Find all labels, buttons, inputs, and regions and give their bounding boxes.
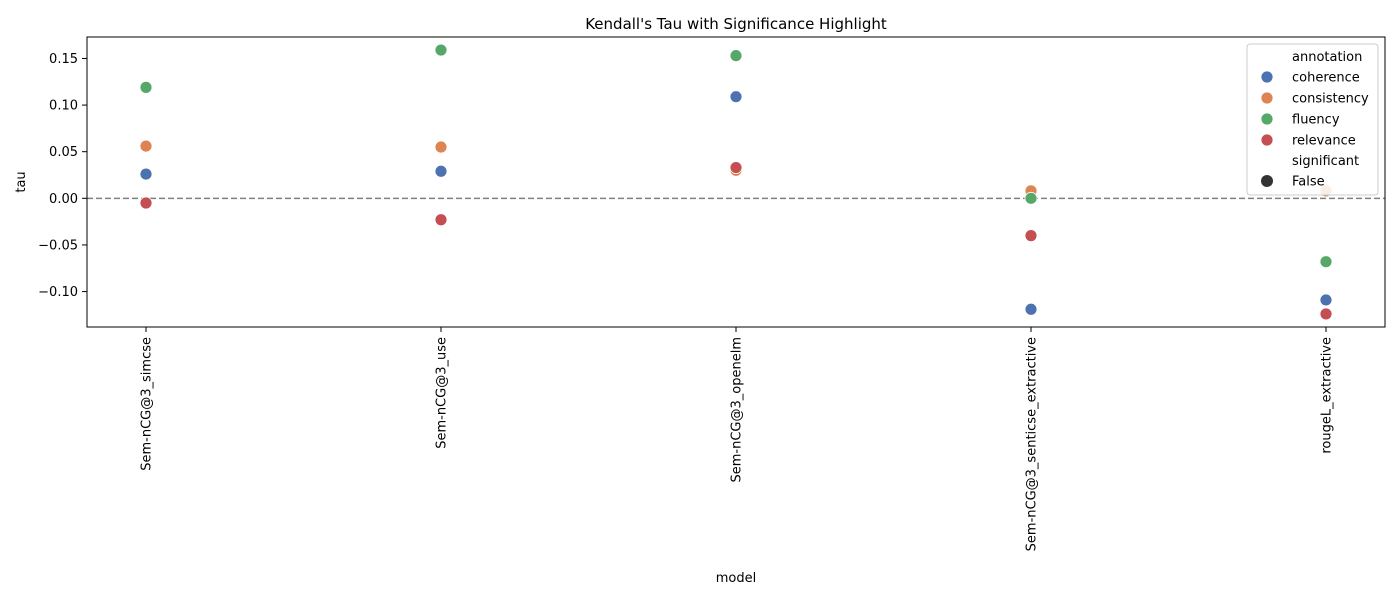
y-axis: −0.10 −0.05 0.00 0.05 0.10 0.15 [38, 52, 87, 300]
x-tick-label: rougeL_extractive [1320, 337, 1335, 454]
y-axis-title: tau [14, 171, 29, 192]
data-point-consistency [139, 139, 153, 153]
data-point-fluency [729, 49, 743, 63]
legend-hue-title: annotation [1292, 50, 1362, 65]
y-tick-label: −0.10 [38, 285, 78, 300]
legend-size-title: significant [1292, 154, 1359, 169]
x-tick-label: Sem-nCG@3_senticse_extractive [1025, 337, 1040, 551]
y-tick-label: −0.05 [38, 238, 78, 253]
data-point-coherence [434, 164, 448, 178]
data-point-relevance [1024, 229, 1038, 243]
x-tick-label: Sem-nCG@3_openelm [730, 337, 745, 482]
data-point-coherence [1319, 293, 1333, 307]
data-point-relevance [434, 213, 448, 227]
data-point-relevance [139, 196, 153, 210]
data-point-relevance [729, 161, 743, 174]
y-tick-label: 0.15 [49, 52, 78, 67]
legend-size-marker [1261, 175, 1273, 187]
legend-marker-coherence [1260, 70, 1274, 84]
data-point-coherence [139, 167, 153, 181]
data-point-fluency [1319, 255, 1333, 269]
x-axis: Sem-nCG@3_simcse Sem-nCG@3_use Sem-nCG@3_o… [140, 327, 1335, 551]
legend-size-label: False [1292, 175, 1325, 190]
data-point-coherence [729, 90, 743, 104]
legend-marker-fluency [1260, 112, 1274, 126]
legend-box [1246, 43, 1379, 196]
data-point-fluency [434, 43, 448, 57]
data-point-fluency [1024, 191, 1038, 205]
data-point-coherence [1024, 302, 1038, 316]
y-tick-label: 0.05 [49, 145, 78, 160]
legend-marker-relevance [1260, 133, 1274, 147]
x-axis-title: model [716, 571, 756, 586]
data-point-fluency [139, 80, 153, 94]
legend-label-fluency: fluency [1292, 113, 1340, 128]
y-tick-label: 0.10 [49, 99, 78, 114]
legend-label-coherence: coherence [1292, 71, 1360, 86]
legend: annotation coherence consistency fluency rel… [1246, 43, 1379, 196]
legend-marker-consistency [1260, 91, 1274, 105]
data-point-consistency [434, 140, 448, 154]
y-tick-label: 0.00 [49, 192, 78, 207]
chart-title: Kendall's Tau with Significance Highligh… [585, 15, 887, 33]
data-point-relevance [1319, 307, 1333, 321]
x-tick-label: Sem-nCG@3_simcse [140, 337, 155, 471]
legend-label-consistency: consistency [1292, 92, 1369, 107]
x-tick-label: Sem-nCG@3_use [435, 337, 450, 449]
data-points [139, 43, 1333, 321]
plot-frame [86, 36, 1386, 328]
legend-label-relevance: relevance [1292, 134, 1356, 149]
